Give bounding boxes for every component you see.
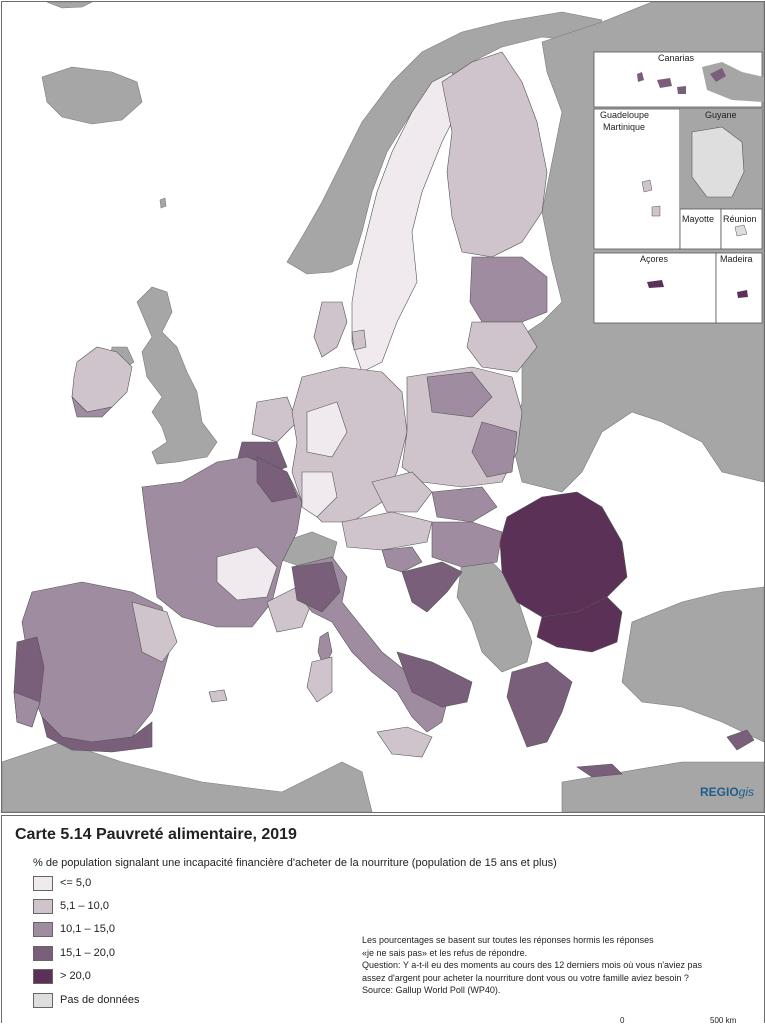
legend-swatch-5: [33, 969, 53, 984]
inset-label-reunion: Réunion: [723, 214, 757, 224]
note-line: Question: Y a-t-il eu des moments au cou…: [362, 960, 703, 970]
regiogis-logo: REGIOgis: [700, 785, 754, 799]
map-subtitle: % de population signalant une incapacité…: [33, 857, 557, 869]
legend-swatch-6: [33, 993, 53, 1008]
legend-label-4: 15,1 – 20,0: [60, 947, 116, 959]
eu-regions: [13, 51, 755, 778]
inset-label-madeira: Madeira: [720, 254, 753, 264]
brand-main: REGIO: [700, 785, 739, 799]
legend-label-6: Pas de données: [60, 994, 140, 1006]
europe-map: [2, 2, 764, 812]
legend-swatch-3: [33, 922, 53, 937]
note-line: Les pourcentages se basent sur toutes le…: [362, 935, 654, 945]
notes-block: Les pourcentages se basent sur toutes le…: [362, 934, 757, 997]
inset-label-martinique: Martinique: [603, 122, 646, 132]
map-title: Carte 5.14 Pauvreté alimentaire, 2019: [15, 826, 297, 843]
note-line: assez d'argent pour acheter la nourritur…: [362, 972, 689, 983]
inset-label-guyane: Guyane: [705, 110, 737, 120]
inset-label-guadeloupe: Guadeloupe: [600, 110, 650, 120]
brand-suffix: gis: [738, 785, 755, 799]
map-frame: [1, 1, 765, 813]
scale-start-label: 0: [620, 1016, 625, 1025]
legend-label-2: 5,1 – 10,0: [60, 900, 109, 912]
legend-label-5: > 20,0: [60, 970, 91, 982]
legend-swatch-1: [33, 876, 53, 891]
scale-end-label: 500 km: [710, 1016, 737, 1025]
legend-swatch-4: [33, 946, 53, 961]
legend-swatch-2: [33, 899, 53, 914]
legend-label-1: <= 5,0: [60, 877, 92, 889]
note-line: «je ne sais pas» et les refus de répondr…: [362, 947, 528, 958]
inset-label-mayotte: Mayotte: [682, 214, 715, 224]
inset-label-canarias: Canarias: [658, 53, 695, 63]
note-line: Source: Gallup World Poll (WP40).: [362, 985, 501, 995]
inset-boxes: [593, 51, 764, 324]
inset-label-acores: Açores: [640, 254, 669, 264]
legend-label-3: 10,1 – 15,0: [60, 923, 116, 935]
